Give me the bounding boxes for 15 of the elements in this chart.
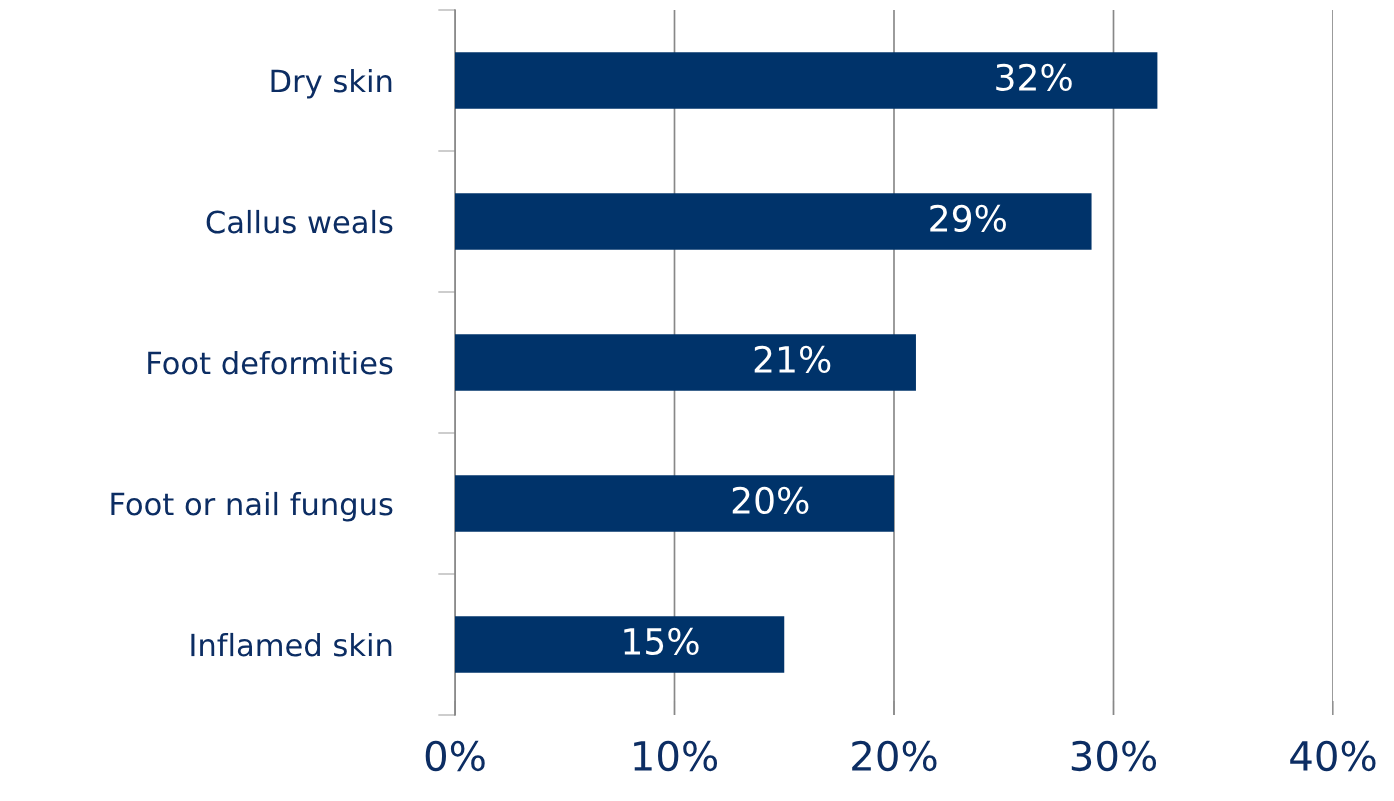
x-tick-label: 10%: [634, 740, 718, 772]
data-label: 32%: [996, 63, 1072, 91]
x-tick-label: 40%: [1290, 740, 1376, 772]
data-label: 20%: [732, 486, 809, 514]
y-tick-label: Dry skin: [271, 68, 392, 99]
y-tick-label: Foot deformities: [148, 350, 393, 375]
x-tick-label: 30%: [1071, 740, 1157, 772]
data-label: 15%: [624, 627, 699, 655]
data-label: 29%: [930, 204, 1006, 232]
y-tick-label: Foot or nail fungus: [111, 491, 393, 522]
data-label: 21%: [754, 345, 831, 373]
x-tick-label: 0%: [425, 740, 485, 772]
y-tick-label: Callus weals: [206, 209, 393, 234]
y-tick-label: Inflamed skin: [191, 632, 392, 657]
x-tick-label: 20%: [852, 740, 937, 772]
